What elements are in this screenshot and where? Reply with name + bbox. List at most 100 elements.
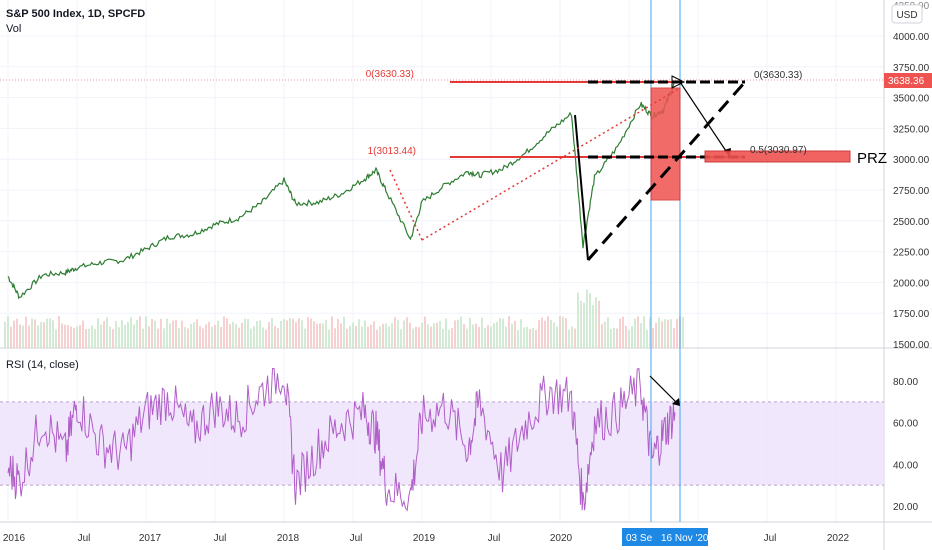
volume-bar xyxy=(73,327,75,348)
price-tick-label: 1500.00 xyxy=(893,340,930,351)
rsi-tick-label: 80.00 xyxy=(893,377,918,388)
volume-bar xyxy=(238,327,240,348)
volume-bar xyxy=(286,320,288,348)
volume-bar xyxy=(259,320,261,348)
volume-bar xyxy=(448,329,450,348)
volume-bar xyxy=(511,323,513,348)
time-badge-right xyxy=(658,528,708,546)
volume-bar xyxy=(247,318,249,348)
volume-bar xyxy=(454,320,456,348)
volume-bar xyxy=(337,318,339,348)
volume-bar xyxy=(622,316,624,348)
volume-bar xyxy=(229,324,231,348)
volume-bar xyxy=(322,323,324,348)
black-dashed-diagonal[interactable] xyxy=(586,81,747,261)
volume-bar xyxy=(43,322,45,348)
rsi-tick-label: 60.00 xyxy=(893,419,918,430)
fib-05-label: 0.5(3030.97) xyxy=(750,145,807,156)
volume-bar xyxy=(274,325,276,348)
volume-bar xyxy=(169,323,171,348)
volume-bar xyxy=(457,319,459,348)
volume-bar xyxy=(49,318,51,348)
price-tick-label: 2750.00 xyxy=(893,186,930,197)
rsi-band xyxy=(0,401,884,486)
volume-bar xyxy=(388,326,390,348)
time-badge-right-text: 16 Nov '20 xyxy=(661,533,709,544)
volume-bar xyxy=(289,318,291,348)
black-arrow-down[interactable] xyxy=(679,81,731,158)
price-tick-label: 3500.00 xyxy=(893,94,930,105)
volume-bar xyxy=(496,321,498,348)
volume-bar xyxy=(586,289,588,348)
volume-bar xyxy=(409,322,411,348)
volume-bar xyxy=(460,316,462,348)
volume-bar xyxy=(541,317,543,348)
currency-button[interactable] xyxy=(891,4,923,24)
volume-bar xyxy=(151,318,153,348)
rsi-axis-ticks: 80.00 60.00 40.00 20.00 xyxy=(893,377,918,513)
time-badge-left xyxy=(622,528,658,546)
time-tick-label: 2018 xyxy=(277,533,300,544)
volume-bar xyxy=(67,324,69,348)
volume-bar xyxy=(640,323,642,348)
highlight-box[interactable] xyxy=(650,87,681,201)
volume-bar xyxy=(160,318,162,348)
price-axis-ticks: 4000.00 3750.00 3500.00 3250.00 3000.00 2750.… xyxy=(893,32,930,351)
black-leg-down[interactable] xyxy=(574,114,589,261)
last-price-badge xyxy=(884,73,932,88)
volume-bar xyxy=(298,318,300,348)
prz-box[interactable] xyxy=(704,150,851,163)
arrow-head-right xyxy=(671,75,686,89)
volume-bar xyxy=(376,329,378,348)
rsi-arrow-head xyxy=(672,398,680,406)
volume-bar xyxy=(316,323,318,348)
fib-right-0-label: 0(3630.33) xyxy=(754,70,802,81)
volume-bar xyxy=(493,323,495,348)
volume-bar xyxy=(349,325,351,348)
fib-level-1-label: 1(3013.44) xyxy=(368,146,416,157)
volume-bar xyxy=(583,302,585,348)
volume-bar xyxy=(547,316,549,348)
volume-bar xyxy=(676,318,678,348)
volume-bar xyxy=(517,329,519,348)
volume-bar xyxy=(112,329,114,348)
volume-bar xyxy=(655,322,657,348)
volume-bar xyxy=(55,329,57,348)
volume-bar xyxy=(670,319,672,348)
volume-bar xyxy=(136,319,138,348)
fib-level-0-label: 0(3630.33) xyxy=(366,69,414,80)
volume-bar xyxy=(538,320,540,348)
price-tick-label: 3250.00 xyxy=(893,124,930,135)
price-tick-label: 2500.00 xyxy=(893,217,930,228)
volume-bar xyxy=(550,319,552,348)
volume-bar xyxy=(241,322,243,348)
volume-bar xyxy=(16,318,18,348)
volume-bar xyxy=(232,321,234,348)
volume-bar xyxy=(643,316,645,348)
rsi-label: RSI (14, close) xyxy=(6,359,79,371)
volume-bar xyxy=(364,320,366,348)
volume-bars xyxy=(4,289,684,348)
volume-bar xyxy=(214,325,216,348)
volume-bar xyxy=(352,322,354,348)
price-tick-label: 2250.00 xyxy=(893,248,930,259)
volume-bar xyxy=(328,329,330,348)
volume-bar xyxy=(625,325,627,348)
volume-bar xyxy=(133,324,135,348)
rsi-arrow-line[interactable] xyxy=(649,375,680,406)
volume-bar xyxy=(130,317,132,348)
volume-bar xyxy=(571,326,573,348)
volume-bar xyxy=(307,317,309,348)
volume-bar xyxy=(499,318,501,348)
last-price-text: 3638.36 xyxy=(888,76,925,87)
time-tick-label: Jul xyxy=(214,533,227,544)
volume-bar xyxy=(196,319,198,348)
symbol-title: S&P 500 Index, 1D, SPCFD xyxy=(6,8,145,20)
volume-bar xyxy=(97,318,99,348)
volume-bar xyxy=(358,319,360,348)
volume-bar xyxy=(40,322,42,348)
volume-bar xyxy=(250,328,252,348)
volume-bar xyxy=(397,320,399,348)
volume-bar xyxy=(634,318,636,348)
